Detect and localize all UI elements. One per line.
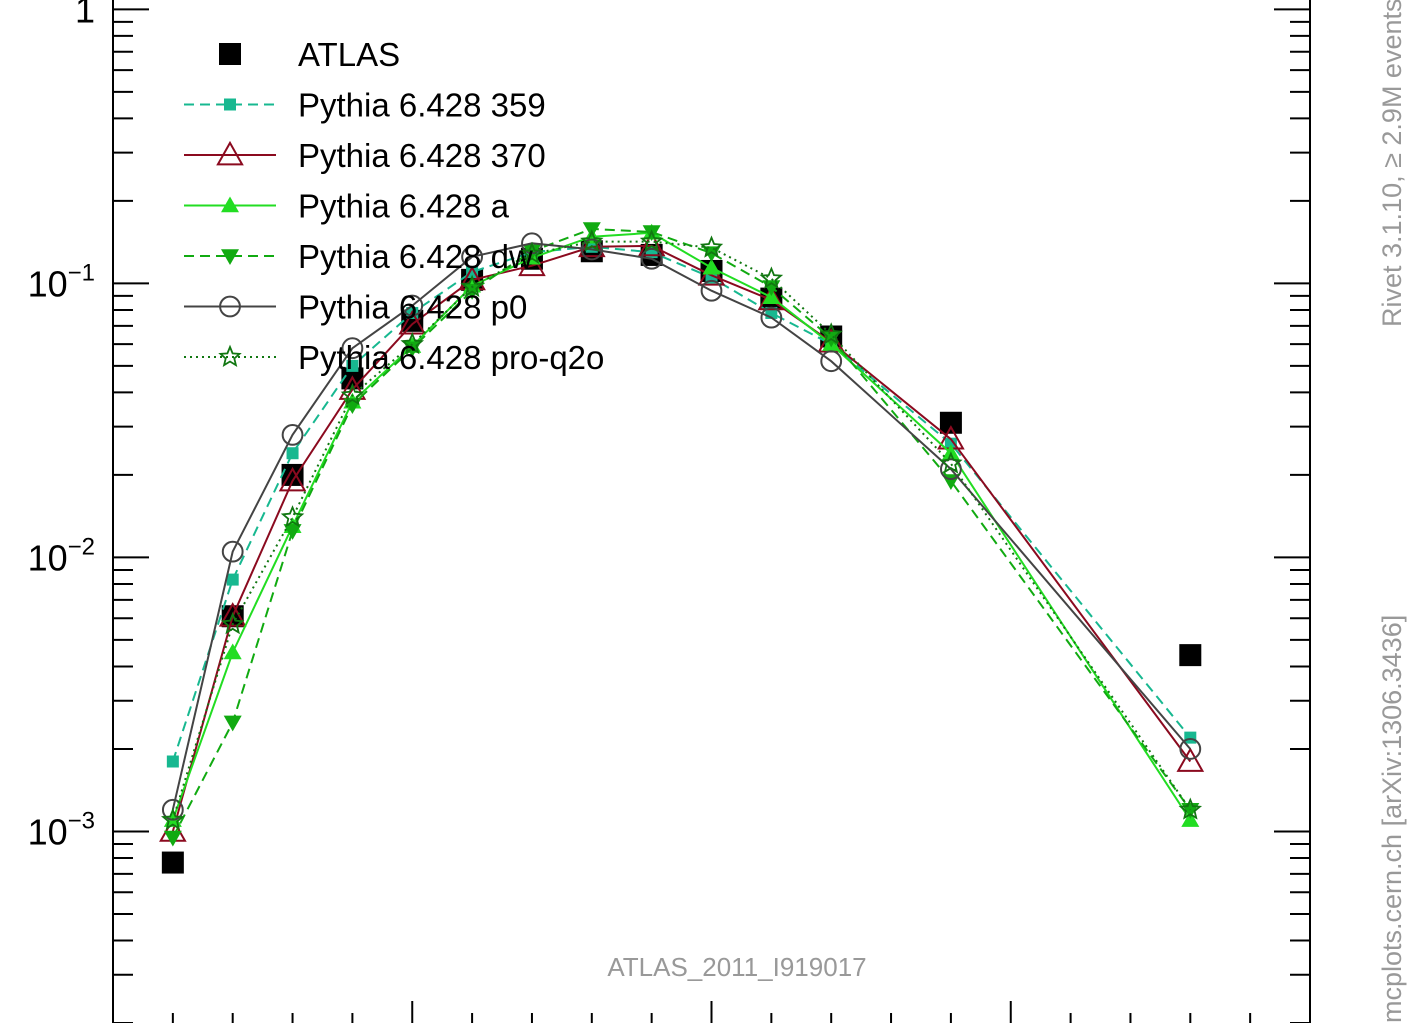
plot-frame <box>112 0 1311 1023</box>
data-point <box>401 294 424 317</box>
legend-entry: Pythia 6.428 370 <box>184 137 546 174</box>
data-point <box>220 611 245 635</box>
data-point <box>346 359 359 372</box>
legend-entry: Pythia 6.428 359 <box>184 87 546 124</box>
data-point <box>940 458 962 481</box>
y-tick-label: 1 <box>75 0 95 30</box>
legend-marker <box>219 43 241 65</box>
data-point <box>637 231 666 257</box>
y-tick-labels: 1 10−1 10−2 10−3 <box>28 0 95 852</box>
data-point <box>939 451 963 474</box>
data-point <box>520 241 544 265</box>
data-point <box>340 383 365 406</box>
legend-label: Pythia 6.428 359 <box>298 87 546 124</box>
data-point <box>226 573 239 586</box>
data-point <box>163 830 182 847</box>
series-line <box>171 244 1192 832</box>
data-point <box>939 411 962 434</box>
legend-label: Pythia 6.428 dw <box>298 238 533 275</box>
y-tick-label: 10−1 <box>28 259 95 304</box>
data-point <box>1181 811 1200 827</box>
data-point <box>280 505 305 528</box>
rivet-version-label: Rivet 3.1.10, ≥ 2.9M events <box>1377 0 1407 327</box>
data-point <box>283 524 302 540</box>
legend-entry: ATLAS <box>219 36 400 73</box>
data-point <box>1176 747 1205 772</box>
data-point <box>281 423 304 446</box>
series-line <box>171 240 1192 821</box>
legend-label: Pythia 6.428 pro-q2o <box>298 339 604 376</box>
series-line <box>171 245 1192 762</box>
data-point <box>461 245 484 268</box>
mcplots-source-label: mcplots.cern.ch [arXiv:1306.3436] <box>1377 614 1407 1023</box>
data-point <box>702 258 721 275</box>
data-point <box>223 715 242 732</box>
data-point <box>521 232 543 255</box>
data-point <box>640 247 663 270</box>
legend-marker <box>219 295 241 318</box>
series-4 <box>163 222 1200 847</box>
legend-entry: Pythia 6.428 dw <box>184 238 533 275</box>
data-point <box>341 337 364 360</box>
data-point <box>161 807 185 831</box>
data-point <box>286 447 299 460</box>
data-point <box>166 755 179 768</box>
legend-marker <box>216 140 244 166</box>
data-point <box>221 540 244 563</box>
legend-marker <box>221 196 239 213</box>
data-point <box>1184 731 1197 744</box>
data-point <box>757 285 786 311</box>
data-series <box>159 222 1205 874</box>
data-point <box>944 437 957 450</box>
series-6 <box>161 229 1203 831</box>
legend-marker <box>218 344 242 367</box>
data-point <box>762 288 781 304</box>
data-point <box>1179 644 1202 667</box>
analysis-watermark: ATLAS_2011_I919017 <box>607 952 866 982</box>
data-point <box>580 229 604 252</box>
data-point <box>819 322 843 345</box>
data-point <box>400 331 425 355</box>
legend-label: ATLAS <box>298 36 400 73</box>
axis-ticks <box>113 8 1310 1023</box>
series-0 <box>161 240 1202 874</box>
data-point <box>278 466 307 492</box>
data-point <box>820 350 843 373</box>
legend-marker <box>221 249 239 265</box>
data-point <box>700 279 723 302</box>
legend-label: Pythia 6.428 370 <box>298 137 546 174</box>
data-point <box>161 851 184 874</box>
data-point <box>223 643 242 660</box>
legend-marker <box>224 98 236 111</box>
data-point <box>218 602 247 627</box>
data-point <box>1179 738 1202 760</box>
data-point <box>1178 797 1203 820</box>
legend-label: Pythia 6.428 p0 <box>298 289 527 326</box>
y-tick-label: 10−3 <box>28 807 95 852</box>
data-point <box>759 266 784 289</box>
data-point <box>577 232 606 258</box>
series-line <box>171 242 1192 811</box>
data-point <box>639 229 664 252</box>
data-point <box>580 238 603 261</box>
legend-label: Pythia 6.428 a <box>298 188 510 225</box>
y-tick-label: 10−2 <box>28 533 95 578</box>
data-point <box>699 235 724 258</box>
series-5 <box>161 232 1202 821</box>
data-point <box>460 274 484 297</box>
series-line <box>171 227 1192 839</box>
legend-entry: Pythia 6.428 a <box>184 188 510 225</box>
legend-entry: Pythia 6.428 p0 <box>184 289 527 326</box>
legend-entry: Pythia 6.428 pro-q2o <box>184 339 604 376</box>
data-point <box>760 306 783 329</box>
legend: ATLAS Pythia 6.428 359 Pythia 6.428 370 Pyt… <box>184 36 604 376</box>
